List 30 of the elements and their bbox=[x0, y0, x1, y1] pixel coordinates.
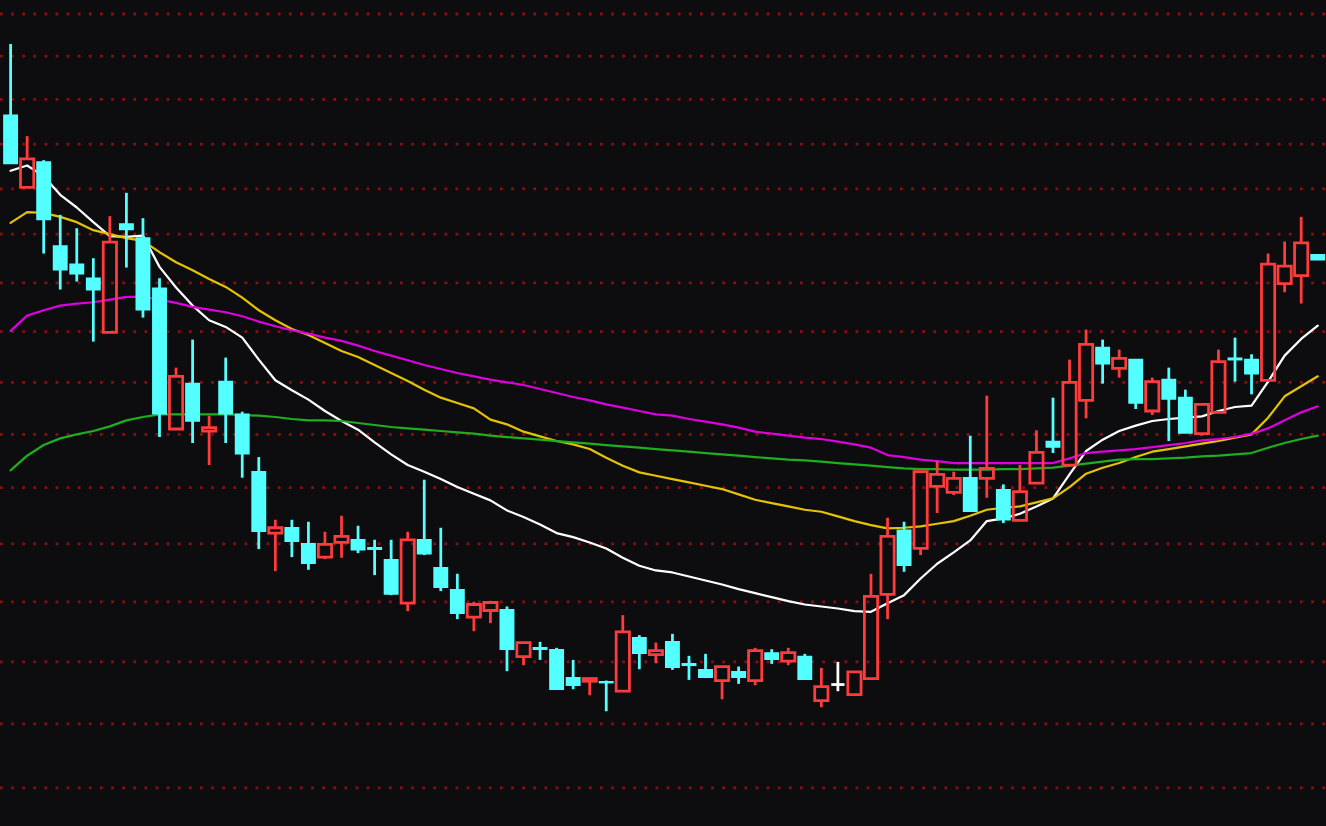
candlestick bbox=[797, 652, 813, 681]
candlestick bbox=[284, 518, 300, 559]
candlestick bbox=[978, 394, 995, 500]
candlestick bbox=[1128, 358, 1144, 411]
candlestick bbox=[829, 660, 846, 693]
candlestick bbox=[449, 572, 465, 621]
candlestick bbox=[433, 526, 449, 593]
candlestick bbox=[598, 679, 614, 713]
candlestick bbox=[201, 414, 218, 467]
candlestick bbox=[1028, 428, 1045, 485]
candlestick bbox=[85, 256, 101, 343]
candlestick bbox=[118, 191, 134, 269]
candlestick bbox=[416, 478, 432, 557]
candlestick bbox=[581, 677, 598, 697]
candlestick bbox=[499, 605, 515, 673]
candlestick bbox=[896, 520, 912, 574]
candlestick bbox=[614, 613, 631, 693]
candlestick bbox=[962, 434, 978, 513]
candlestick bbox=[698, 652, 713, 679]
candlestick bbox=[1011, 463, 1028, 522]
candlestick bbox=[19, 134, 36, 189]
candlestick bbox=[714, 665, 731, 701]
candlestick bbox=[300, 520, 316, 572]
candlestick bbox=[185, 338, 201, 445]
candlestick bbox=[1045, 396, 1061, 455]
candlestick bbox=[101, 214, 118, 334]
candlestick bbox=[995, 483, 1011, 525]
candlestick bbox=[383, 538, 399, 597]
candlestick bbox=[631, 633, 647, 671]
candlestick bbox=[1095, 338, 1111, 386]
